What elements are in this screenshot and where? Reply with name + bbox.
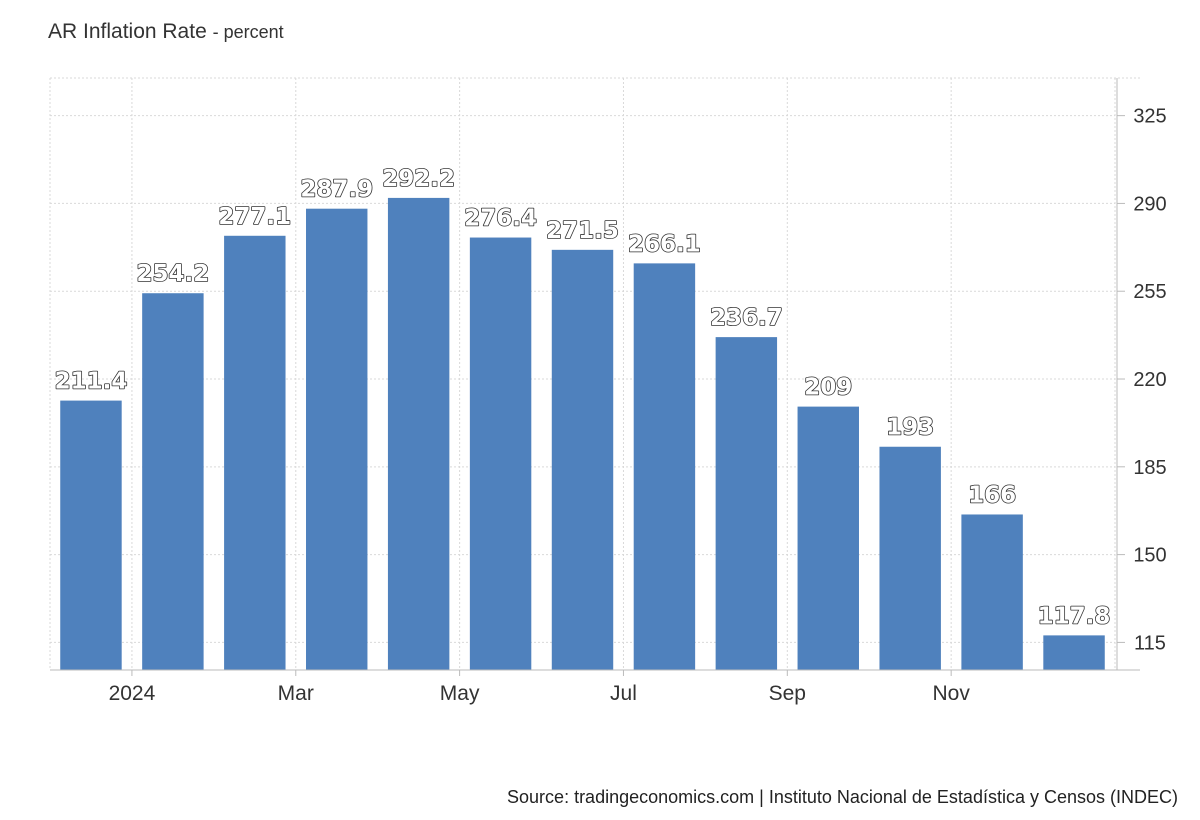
data-label: 266.1 xyxy=(628,231,701,257)
bar xyxy=(797,406,859,670)
bar xyxy=(306,208,368,670)
bar xyxy=(387,197,450,670)
data-label: 117.8 xyxy=(1038,603,1111,629)
bar xyxy=(60,400,122,670)
x-tick-label: Jul xyxy=(610,682,637,705)
bar xyxy=(961,514,1023,670)
chart-title-text: AR Inflation Rate xyxy=(48,20,207,43)
x-tick-label: Mar xyxy=(278,682,314,705)
y-tick-label: 220 xyxy=(1133,369,1166,391)
source-note: Source: tradingeconomics.com | Instituto… xyxy=(507,787,1178,807)
data-label: 166 xyxy=(968,482,1016,508)
data-label: 209 xyxy=(804,375,852,401)
data-label: 271.5 xyxy=(546,218,619,244)
x-tick-label: May xyxy=(440,682,480,705)
chart-title: AR Inflation Rate - percent xyxy=(48,20,284,44)
chart-unit-text: - percent xyxy=(212,22,284,42)
bar xyxy=(715,337,778,670)
y-tick-label: 115 xyxy=(1134,632,1166,654)
bar xyxy=(879,446,941,670)
data-label: 236.7 xyxy=(710,305,783,331)
bar xyxy=(633,263,696,670)
bar xyxy=(142,293,204,670)
x-tick-label: Nov xyxy=(932,682,970,705)
bar xyxy=(469,237,532,670)
y-tick-label: 150 xyxy=(1133,545,1166,567)
bar xyxy=(1043,635,1105,670)
bar xyxy=(551,249,614,670)
x-tick-label: 2024 xyxy=(109,682,156,705)
data-label: 211.4 xyxy=(55,369,128,395)
data-label: 292.2 xyxy=(382,166,455,192)
y-tick-label: 185 xyxy=(1133,457,1166,479)
y-tick-label: 290 xyxy=(1133,193,1166,215)
data-label: 193 xyxy=(886,415,934,441)
data-label: 287.9 xyxy=(300,177,373,203)
y-tick-label: 325 xyxy=(1133,106,1166,128)
bar xyxy=(224,235,286,670)
data-label: 277.1 xyxy=(218,204,291,230)
data-label: 254.2 xyxy=(137,261,210,287)
data-label: 276.4 xyxy=(464,206,537,232)
y-tick-label: 255 xyxy=(1133,281,1166,303)
x-tick-label: Sep xyxy=(769,682,806,705)
